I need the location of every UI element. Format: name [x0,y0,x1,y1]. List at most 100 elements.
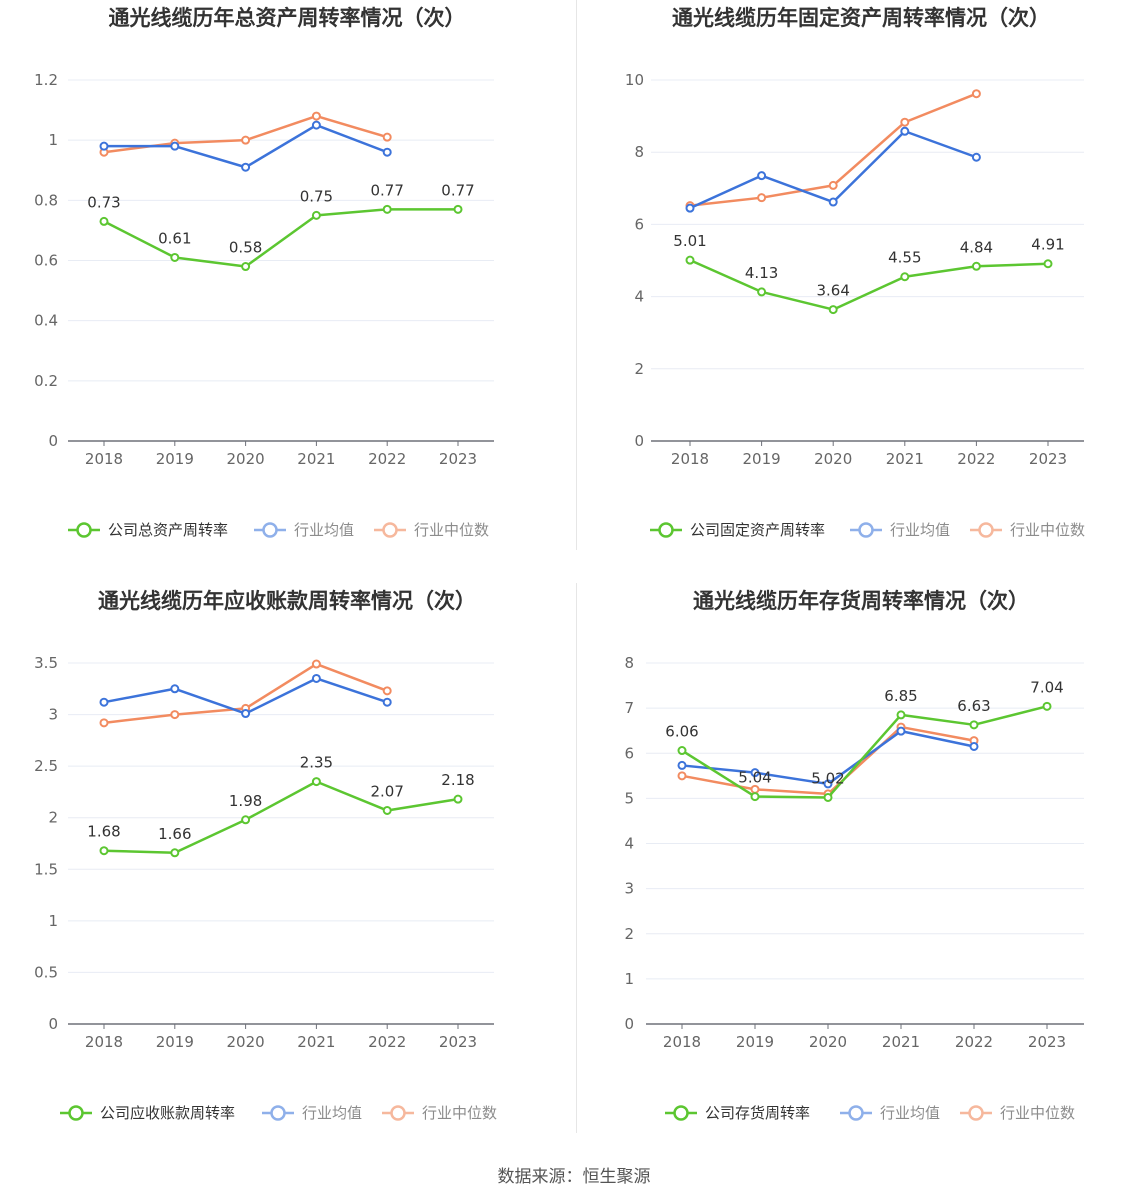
chart-inventory-turnover: 通光线缆历年存货周转率情况（次） 0 1 2 3 4 5 6 7 8 2018 2019 2020 202… [624,589,1084,1122]
data-point-company [99,846,109,856]
data-label: 0.77 [441,181,474,199]
data-point-median [170,710,180,720]
data-point-company [971,261,981,271]
y-tick-label: 0 [624,1015,634,1033]
series-line-avg [104,123,388,169]
chart-title: 通光线缆历年固定资产周转率情况（次） [672,6,1050,30]
y-tick-label: 2.5 [34,757,58,775]
data-label: 2.07 [370,782,403,800]
data-point-avg [99,697,109,707]
y-tick-label: 8 [624,654,634,672]
data-point-avg [900,126,910,136]
x-tick-label: 2021 [882,1033,920,1051]
data-point-company [750,792,760,802]
legend-label-avg: 行业均值 [294,521,354,539]
data-label: 3.64 [816,282,849,300]
y-tick-label: 1 [48,131,58,149]
data-point-avg [823,779,833,789]
x-tick-label: 2018 [671,450,709,468]
data-point-company [241,815,251,825]
data-label: 4.13 [745,264,778,282]
data-point-median [311,111,321,121]
data-point-company [99,216,109,226]
data-point-company [241,262,251,272]
y-tick-label: 0 [48,1015,58,1033]
data-point-company [896,710,906,720]
data-point-company [170,252,180,262]
x-tick-label: 2023 [1028,1033,1066,1051]
data-point-company [823,792,833,802]
legend-label-company: 公司总资产周转率 [108,521,228,539]
x-tick-label: 2022 [368,450,406,468]
y-tick-label: 3.5 [34,654,58,672]
legend-marker-avg [262,522,278,538]
chart-receivables-turnover: 通光线缆历年应收账款周转率情况（次） 0 0.5 1 1.5 2 2.5 3 3.5 2018 20… [34,589,497,1122]
data-point-avg [757,171,767,181]
chart-panel-inventory: 通光线缆历年存货周转率情况（次） 0 1 2 3 4 5 6 7 8 2018 2019 2020 202… [574,583,1148,1166]
data-point-median [311,659,321,669]
data-point-avg [311,120,321,130]
data-point-company [311,210,321,220]
y-tick-label: 1 [624,970,634,988]
x-tick-label: 2019 [743,450,781,468]
series-line-company [689,258,1049,311]
data-label: 4.84 [960,238,993,256]
x-tick-label: 2023 [1029,450,1067,468]
x-tick-label: 2019 [156,1033,194,1051]
data-point-avg [969,741,979,751]
data-point-avg [311,673,321,683]
data-point-avg [971,152,981,162]
y-tick-label: 1.2 [34,71,58,89]
x-tick-label: 2021 [886,450,924,468]
data-label: 0.75 [300,187,333,205]
data-point-avg [828,197,838,207]
panel-divider-bottom [576,583,577,1133]
x-tick-label: 2023 [439,1033,477,1051]
y-tick-label: 1 [48,912,58,930]
data-point-avg [170,684,180,694]
y-tick-label: 6 [634,215,644,233]
legend-label-company: 公司应收账款周转率 [100,1104,235,1122]
legend-label-company: 公司存货周转率 [705,1104,810,1122]
data-label: 6.85 [884,687,917,705]
legend-label-company: 公司固定资产周转率 [690,521,825,539]
legend-label-avg: 行业均值 [880,1104,940,1122]
y-tick-label: 2 [634,360,644,378]
legend-marker-median [968,1105,984,1121]
legend-marker-avg [858,522,874,538]
series-line-avg [689,130,977,210]
data-label: 5.01 [673,232,706,250]
legend-label-median: 行业中位数 [414,521,489,539]
x-tick-label: 2022 [957,450,995,468]
legend-label-median: 行业中位数 [1010,521,1085,539]
data-label: 2.35 [300,754,333,772]
legend-marker-company [673,1105,689,1121]
data-point-median [382,132,392,142]
data-point-company [382,805,392,815]
data-label: 1.68 [87,823,120,841]
legend-label-avg: 行业均值 [302,1104,362,1122]
data-point-avg [241,162,251,172]
data-point-company [453,794,463,804]
data-label: 0.61 [158,229,191,247]
data-label: 5.04 [738,769,771,787]
chart-title: 通光线缆历年存货周转率情况（次） [693,589,1029,613]
y-tick-label: 2 [48,809,58,827]
data-label: 2.18 [441,771,474,789]
data-point-company [677,746,687,756]
x-tick-label: 2020 [227,450,265,468]
data-label: 0.77 [370,181,403,199]
series-line-company [103,780,459,855]
chart-panel-total-assets: 通光线缆历年总资产周转率情况（次） 0 0.2 0.4 0.6 0.8 1 1.2 2018 20… [0,0,574,583]
y-tick-label: 1.5 [34,860,58,878]
data-point-median [241,135,251,145]
legend-label-avg: 行业均值 [890,521,950,539]
data-label: 4.91 [1031,236,1064,254]
x-tick-label: 2021 [297,1033,335,1051]
data-point-median [900,117,910,127]
series-line-company [681,705,1048,799]
data-label: 6.63 [957,697,990,715]
data-point-avg [677,760,687,770]
y-tick-label: 8 [634,143,644,161]
data-label: 0.73 [87,193,120,211]
